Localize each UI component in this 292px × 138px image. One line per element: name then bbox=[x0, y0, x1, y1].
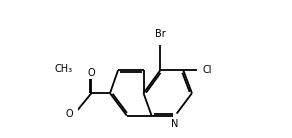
Text: O: O bbox=[65, 109, 73, 119]
Text: Br: Br bbox=[155, 29, 166, 39]
Text: O: O bbox=[88, 68, 95, 78]
Text: N: N bbox=[171, 119, 179, 129]
Text: CH₃: CH₃ bbox=[55, 64, 73, 74]
Text: Cl: Cl bbox=[203, 65, 212, 75]
